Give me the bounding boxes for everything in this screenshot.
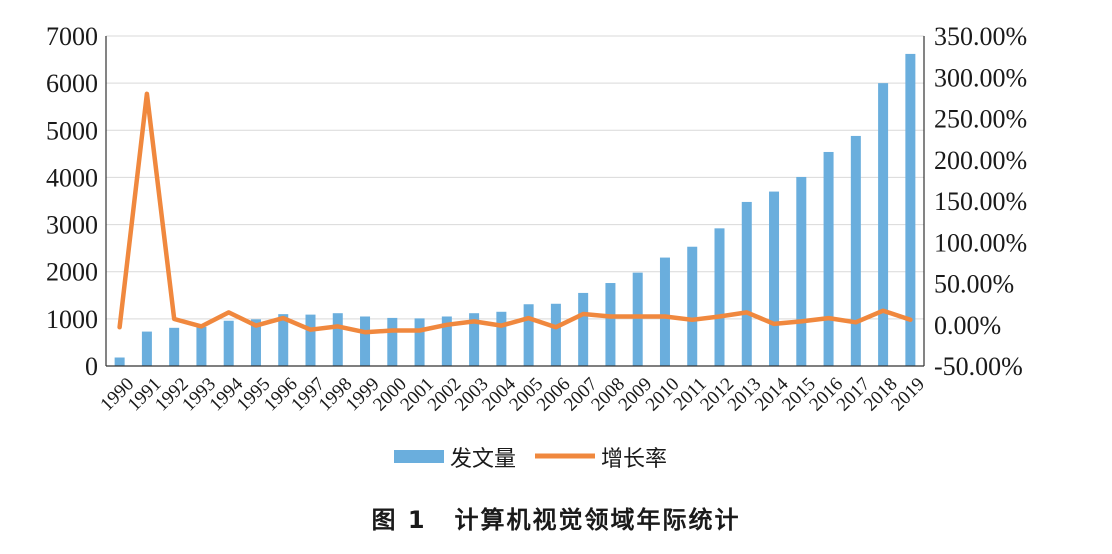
bar — [496, 311, 507, 366]
bar — [687, 246, 698, 366]
bar — [360, 316, 371, 366]
bar — [114, 357, 125, 366]
right-axis-ticks: -50.00% 0.00% 50.00% 100.00% 150.00% 200.00% 2… — [934, 22, 1027, 381]
axes — [105, 36, 925, 367]
bar — [196, 326, 207, 366]
bar — [659, 257, 670, 366]
bar — [632, 272, 643, 366]
right-tick-label: 300.00% — [934, 63, 1027, 92]
bar — [605, 283, 616, 366]
figure-label: 图 1 — [371, 506, 427, 534]
left-tick-label: 0 — [85, 352, 98, 381]
left-tick-label: 4000 — [46, 163, 98, 192]
legend-bar-label: 发文量 — [450, 447, 516, 472]
x-tick-label: 2019 — [887, 374, 929, 416]
bar — [796, 176, 807, 366]
left-axis-ticks: 0 1000 2000 3000 4000 5000 6000 7000 — [46, 22, 98, 381]
left-tick-label: 7000 — [46, 22, 98, 51]
left-tick-label: 2000 — [46, 258, 98, 287]
right-tick-label: 250.00% — [934, 105, 1027, 134]
bar — [823, 151, 834, 366]
bar — [169, 327, 180, 366]
bar — [250, 319, 261, 366]
line-series — [117, 91, 913, 335]
bar — [469, 313, 480, 366]
bar — [905, 53, 916, 367]
bar — [441, 316, 452, 366]
legend-bar-swatch — [394, 450, 444, 463]
bar-series — [114, 53, 916, 367]
bar — [550, 303, 561, 366]
bar — [578, 292, 589, 366]
bar — [741, 201, 752, 366]
bar — [769, 191, 780, 366]
left-tick-label: 1000 — [46, 305, 98, 334]
legend: 发文量 增长率 — [394, 447, 667, 472]
legend-line-label: 增长率 — [601, 447, 667, 472]
growth-rate-line — [117, 91, 913, 335]
right-tick-label: -50.00% — [934, 352, 1023, 381]
bar — [387, 317, 398, 366]
bar — [278, 314, 289, 366]
figure-caption: 图 1 计算机视觉领域年际统计 — [0, 500, 1112, 535]
bar — [878, 83, 889, 367]
figure-title: 计算机视觉领域年际统计 — [454, 506, 741, 534]
left-tick-label: 5000 — [46, 116, 98, 145]
right-tick-label: 50.00% — [934, 270, 1014, 299]
bar — [414, 318, 425, 366]
bar — [523, 304, 534, 366]
bar — [223, 320, 234, 366]
bar — [305, 314, 316, 366]
bar — [332, 313, 343, 366]
right-tick-label: 100.00% — [934, 228, 1027, 257]
right-tick-label: 0.00% — [934, 311, 1001, 340]
bar — [850, 135, 861, 366]
bar — [141, 331, 152, 366]
right-tick-label: 350.00% — [934, 22, 1027, 51]
x-axis-ticks: 1990199119921993199419951996199719981999… — [96, 373, 928, 415]
left-tick-label: 3000 — [46, 211, 98, 240]
bar — [714, 228, 725, 366]
left-tick-label: 6000 — [46, 69, 98, 98]
right-tick-label: 150.00% — [934, 187, 1027, 216]
right-tick-label: 200.00% — [934, 146, 1027, 175]
